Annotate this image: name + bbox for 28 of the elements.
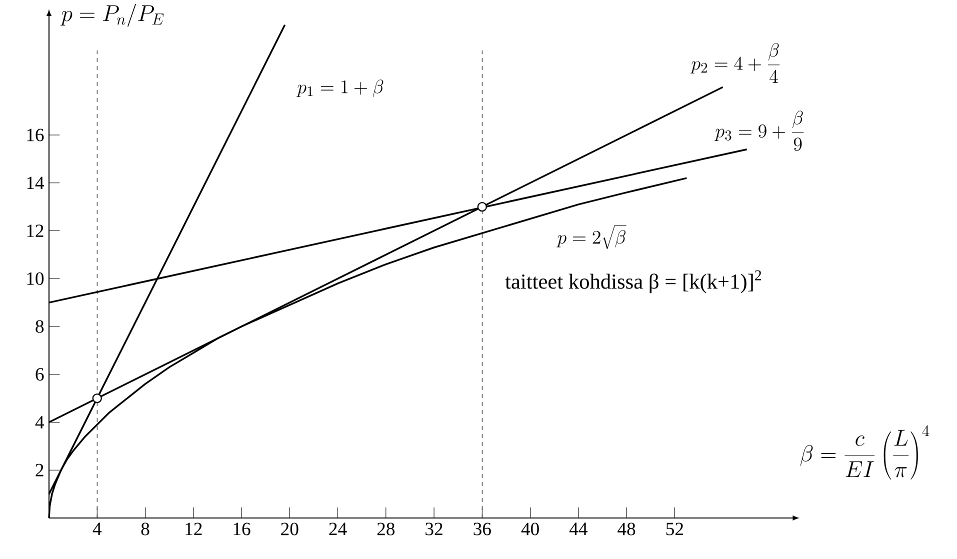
x-tick-label: 12	[186, 522, 202, 536]
y-tick-label: 6	[36, 368, 44, 381]
y-tick-label: 8	[36, 320, 44, 333]
x-tick-label: 24	[329, 522, 347, 536]
annotation: taitteet kohdissa β = [k(k+1)]$^{2}$	[505, 270, 762, 294]
y-tick-label: 14	[27, 176, 44, 190]
series-label: $p = 2\sqrt{\beta}$	[556, 225, 626, 250]
series-label: $p_2 = 4 + \frac{\beta}{4}$	[690, 43, 780, 83]
x-tick-label: 44	[569, 522, 588, 535]
x-tick-label: 8	[141, 522, 150, 536]
x-tick-label: 28	[377, 522, 395, 536]
text: $p_1 = 1 + \beta$	[296, 80, 384, 97]
x-tick-label: 20	[281, 522, 298, 536]
x-tick-label: 48	[618, 522, 636, 536]
x-tick-label: 32	[426, 522, 442, 536]
y-tick-label: 12	[27, 224, 44, 237]
y-tick-label: 2	[36, 464, 44, 476]
x-tick-label: 16	[234, 522, 250, 536]
x-tick-label: 36	[474, 522, 491, 536]
y-tick-label: 16	[27, 128, 44, 142]
x-tick-label: 52	[666, 522, 683, 536]
x-tick-label: 4	[92, 522, 102, 535]
y-tick-label: 10	[27, 272, 44, 285]
x-tick-label: 40	[521, 522, 539, 536]
y-axis-title: $p = P_n/P_E$	[60, 4, 164, 27]
series-label: $p_3 = 9 + \frac{\beta}{9}$	[714, 110, 804, 151]
y-tick-label: 4	[35, 416, 44, 428]
x-axis-title: $\beta = \frac{c}{EI}\left(\frac{L}{\pi}\right)^4$	[800, 425, 930, 480]
